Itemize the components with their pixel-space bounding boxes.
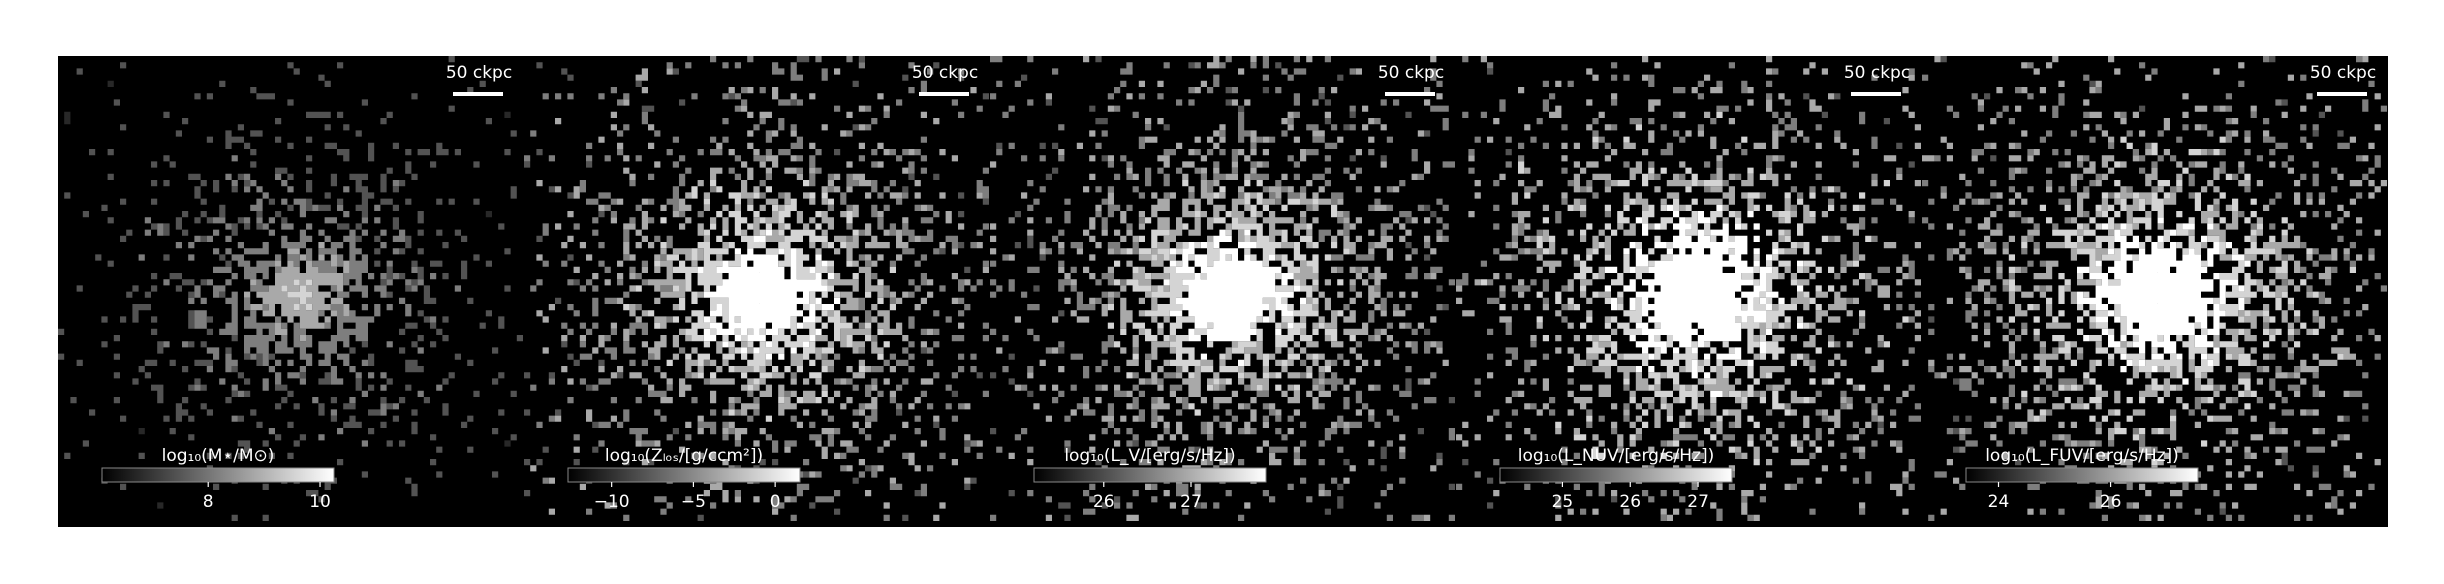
scalebar-label: 50 ckpc: [446, 63, 512, 83]
image-pixels: [57, 56, 523, 521]
colorbar-tick-label: 25: [1552, 492, 1574, 512]
colorbar-tick-label: −5: [681, 492, 706, 512]
colorbar-tick-label: 26: [1619, 492, 1641, 512]
colorbar-label: log₁₀(L_V/[erg/s/Hz]): [1064, 446, 1235, 466]
image-pixels: [990, 56, 1449, 521]
scalebar: [1851, 92, 1901, 96]
scalebar: [919, 92, 969, 96]
colorbar: [1033, 467, 1267, 483]
colorbar-tick-label: 8: [203, 492, 214, 512]
colorbar: [101, 467, 335, 483]
image-pixels: [1480, 111, 1909, 478]
colorbar-tick-label: 27: [1180, 492, 1202, 512]
image-pixels: [1922, 56, 2387, 521]
image-pixels: [1163, 229, 1307, 366]
image-pixels: [281, 279, 313, 311]
scalebar-label: 50 ckpc: [2310, 63, 2376, 83]
image-pixels: [697, 229, 841, 360]
colorbar-tick-label: 26: [1093, 492, 1115, 512]
scalebar: [2317, 92, 2367, 96]
colorbar-tick-label: 24: [1988, 492, 2010, 512]
colorbar: [1965, 467, 2199, 483]
image-pixels: [990, 56, 1455, 521]
image-pixels: [530, 68, 989, 522]
image-pixels: [1456, 56, 1921, 521]
colorbar-tick-label: 26: [2100, 492, 2122, 512]
image-pixels: [1604, 204, 1804, 397]
colorbar-label: log₁₀(M⋆/M⊙): [162, 446, 275, 466]
colorbar: [567, 467, 801, 483]
image-pixels: [623, 180, 896, 422]
scalebar: [453, 92, 503, 96]
image-pixels: [2077, 217, 2251, 385]
colorbar-tick-label: 0: [770, 492, 781, 512]
scalebar-label: 50 ckpc: [1844, 63, 1910, 83]
colorbar: [1499, 467, 1733, 483]
colorbar-tick-label: −10: [594, 492, 630, 512]
colorbar-tick-label: 27: [1687, 492, 1709, 512]
image-pixels: [1107, 180, 1356, 416]
colorbar-label: log₁₀(Zₗₒₛ/[g/ccm²]): [605, 446, 763, 466]
colorbar-label: log₁₀(L_FUV/[erg/s/Hz]): [1985, 446, 2179, 466]
colorbar-tick-label: 10: [309, 492, 331, 512]
image-pixels: [1456, 56, 1921, 521]
scalebar-label: 50 ckpc: [1378, 63, 1444, 83]
scalebar: [1385, 92, 1435, 96]
scalebar-label: 50 ckpc: [912, 63, 978, 83]
colorbar-label: log₁₀(L_NUV/[erg/s/Hz]): [1518, 446, 1715, 466]
image-pixels: [138, 155, 461, 447]
